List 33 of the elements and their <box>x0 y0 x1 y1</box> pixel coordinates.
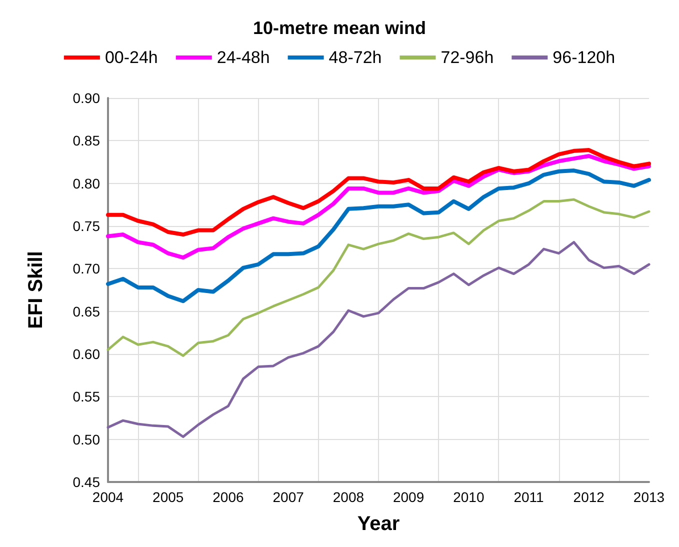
legend-label: 72-96h <box>440 48 494 67</box>
y-tick-label: 0.50 <box>72 431 100 448</box>
y-tick-label: 0.90 <box>72 90 100 106</box>
x-tick-label: 2010 <box>453 489 484 505</box>
chart-title: 10-metre mean wind <box>252 18 426 38</box>
legend-label: 00-24h <box>104 48 158 67</box>
y-tick-label: 0.45 <box>72 474 100 490</box>
x-tick-label: 2011 <box>514 489 544 505</box>
legend-label: 48-72h <box>328 48 382 67</box>
line-series <box>106 148 651 237</box>
line-series <box>106 154 651 260</box>
y-tick-label: 0.85 <box>72 132 100 149</box>
line-series <box>106 198 650 357</box>
x-tick-label: 2006 <box>212 489 244 505</box>
y-tick-label: 0.70 <box>72 260 100 277</box>
x-axis-title: Year <box>357 513 400 535</box>
y-tick-label: 0.75 <box>72 218 100 234</box>
y-axis-title: EFI Skill <box>25 251 47 329</box>
y-tick-label: 0.60 <box>72 346 100 362</box>
legend-label: 96-120h <box>552 48 616 67</box>
x-tick-label: 2012 <box>573 489 605 505</box>
x-tick-label: 2005 <box>152 489 184 505</box>
legend-label: 24-48h <box>216 48 270 67</box>
line-series <box>106 168 651 304</box>
line-series <box>106 240 650 438</box>
x-tick-label: 2013 <box>633 489 665 505</box>
y-tick-label: 0.65 <box>72 303 100 320</box>
x-tick-label: 2009 <box>392 489 424 505</box>
x-tick-label: 2004 <box>92 489 124 505</box>
y-tick-label: 0.55 <box>72 388 100 405</box>
x-tick-label: 2008 <box>332 489 364 505</box>
y-tick-label: 0.80 <box>72 175 100 192</box>
x-tick-label: 2007 <box>272 489 304 505</box>
